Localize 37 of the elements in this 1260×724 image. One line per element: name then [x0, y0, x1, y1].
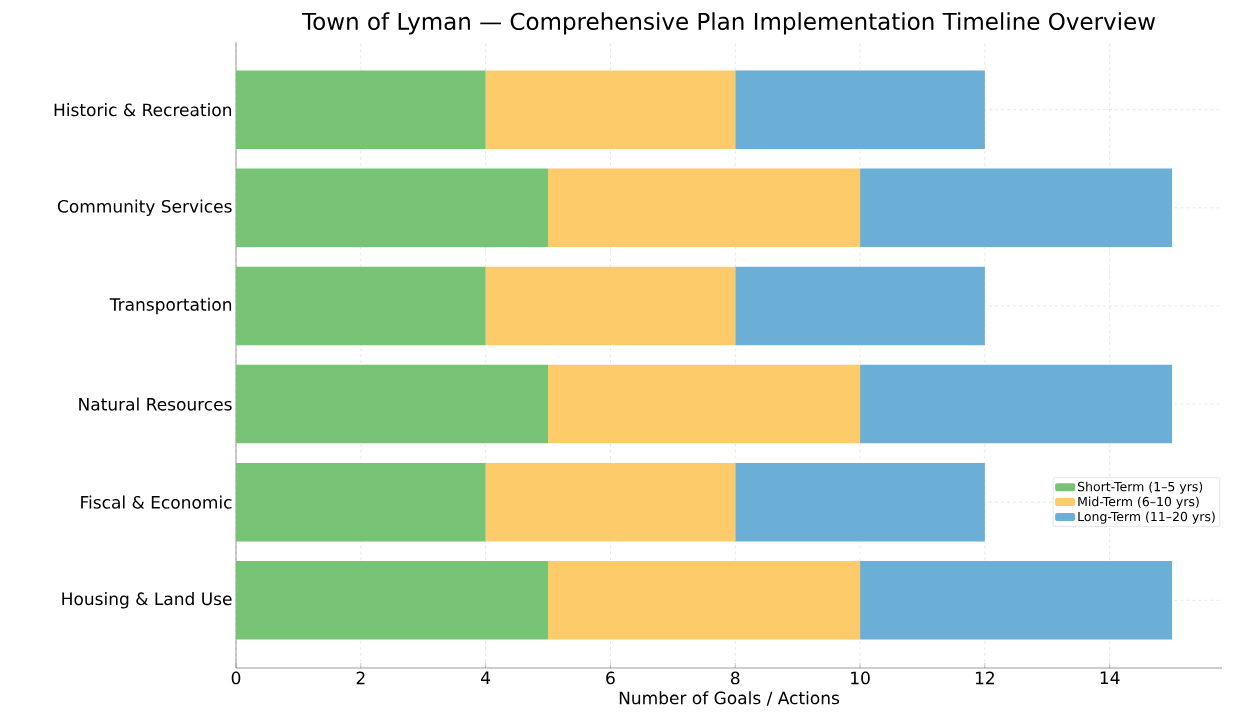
bar — [485, 266, 736, 346]
bar — [860, 561, 1173, 640]
bar — [860, 364, 1173, 444]
x-tick-label: 4 — [481, 671, 491, 684]
bar — [548, 168, 861, 248]
bar — [735, 266, 985, 346]
x-tick-label: 8 — [731, 671, 740, 685]
bar — [548, 561, 861, 640]
bar — [860, 168, 1173, 248]
legend-label: Mid-Term (6–10 yrs) — [1078, 496, 1199, 509]
chart-title: Town of Lyman — Comprehensive Plan Implementation Timeline Overview — [301, 12, 1156, 35]
bar — [236, 70, 486, 149]
x-axis-title: Number of Goals / Actions — [619, 691, 840, 706]
bar — [236, 266, 486, 346]
x-tick-label: 10 — [851, 671, 870, 685]
y-tick-label: Historic & Recreation — [54, 103, 232, 117]
x-tick-label: 6 — [606, 671, 615, 685]
bar — [485, 70, 736, 149]
y-tick-label: Housing & Land Use — [62, 592, 232, 609]
legend-label: Short-Term (1–5 yrs) — [1077, 481, 1203, 494]
y-tick-label: Community Services — [57, 199, 232, 217]
x-tick-label: 14 — [1100, 671, 1120, 684]
y-tick-label: Natural Resources — [79, 397, 232, 411]
legend-label: Long-Term (11–20 yrs) — [1078, 511, 1215, 524]
bar — [236, 364, 549, 444]
y-tick-label: Fiscal & Economic — [81, 495, 232, 509]
x-tick-label: 2 — [356, 671, 365, 685]
bar — [236, 561, 549, 640]
bar — [485, 462, 736, 542]
bar — [735, 462, 985, 542]
bar — [735, 70, 985, 149]
bar — [236, 462, 486, 542]
y-tick-label: Transportation — [109, 297, 232, 315]
bar — [548, 364, 861, 444]
x-tick-label: 0 — [231, 671, 241, 685]
bar — [236, 168, 549, 248]
x-tick-label: 12 — [975, 671, 994, 685]
